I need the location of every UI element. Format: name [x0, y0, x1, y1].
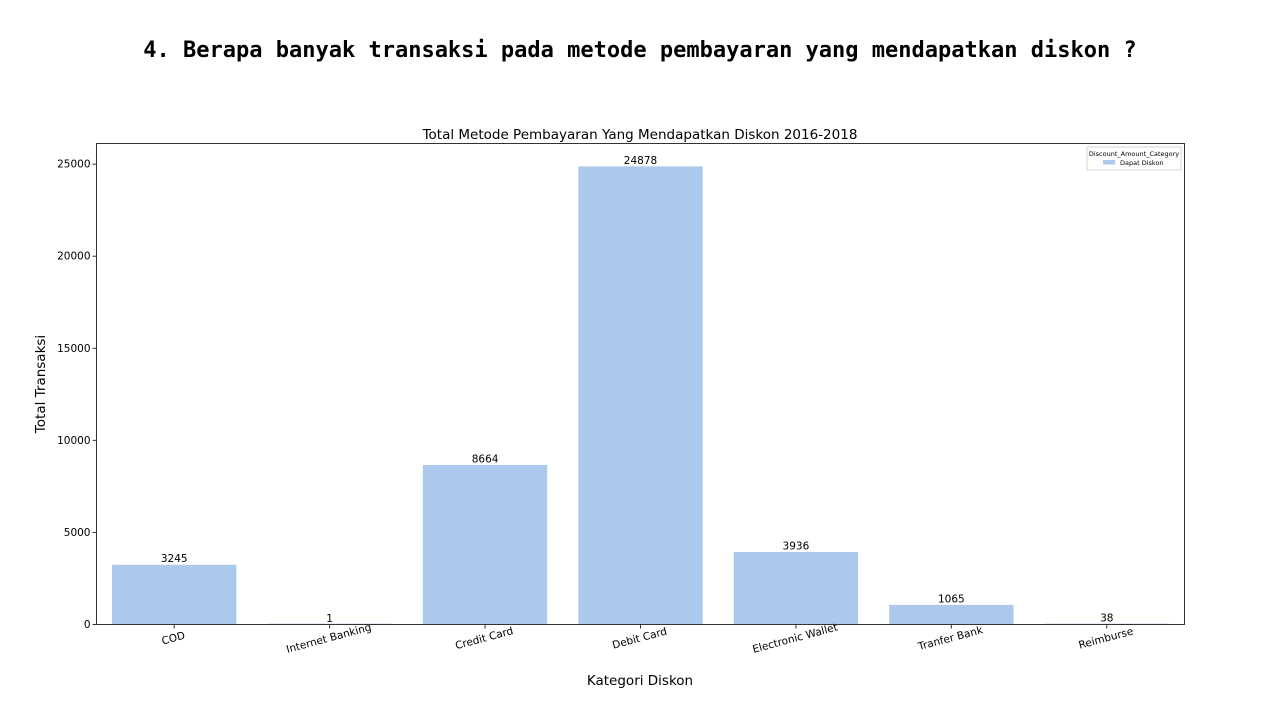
plot-frame [96, 143, 1185, 625]
x-tick-label-4: Electronic Wallet [751, 621, 839, 655]
bar-2 [422, 464, 548, 625]
data-label-3: 24878 [624, 155, 657, 167]
bar-0 [112, 564, 237, 625]
legend-swatch [1103, 160, 1115, 165]
bar-5 [889, 604, 1014, 625]
x-tick-label-3: Debit Card [611, 626, 668, 652]
y-tick-label-1: 5000 [64, 527, 91, 539]
data-label-1: 1 [326, 613, 333, 625]
y-tick-label-3: 15000 [57, 343, 90, 355]
x-axis: COD Internet Banking Credit Card Debit Card… [160, 621, 1134, 655]
x-tick-label-1: Internet Banking [285, 621, 373, 655]
bar-3 [578, 166, 703, 625]
data-label-0: 3245 [161, 553, 188, 565]
y-axis-label: Total Transaksi [33, 335, 49, 434]
x-axis-label: Kategori Diskon [587, 673, 693, 689]
legend-entry-label: Dapat Diskon [1120, 159, 1164, 167]
y-axis: 0 5000 10000 15000 20000 25000 [57, 159, 97, 631]
data-label-5: 1065 [938, 593, 965, 605]
y-tick-label-4: 20000 [57, 251, 90, 263]
data-label-2: 8664 [472, 453, 499, 465]
data-label-6: 38 [1100, 612, 1113, 624]
x-tick-label-2: Credit Card [454, 625, 515, 652]
y-tick-label-0: 0 [84, 619, 91, 631]
bar-4 [733, 552, 859, 625]
y-tick-label-5: 25000 [57, 159, 90, 171]
legend: Discount_Amount_Category Dapat Diskon [1086, 146, 1182, 171]
legend-title: Discount_Amount_Category [1089, 150, 1179, 158]
x-tick-label-0: COD [160, 630, 186, 648]
slide-title: 4. Berapa banyak transaksi pada metode p… [143, 38, 1137, 63]
x-tick-label-6: Reimburse [1077, 626, 1134, 652]
data-label-4: 3936 [783, 541, 810, 553]
y-tick-label-2: 10000 [57, 435, 90, 447]
chart-title: Total Metode Pembayaran Yang Mendapatkan… [422, 127, 858, 143]
bars-group: 3245 1 8664 24878 3936 1065 38 [112, 155, 1169, 625]
x-tick-label-5: Tranfer Bank [916, 624, 985, 653]
